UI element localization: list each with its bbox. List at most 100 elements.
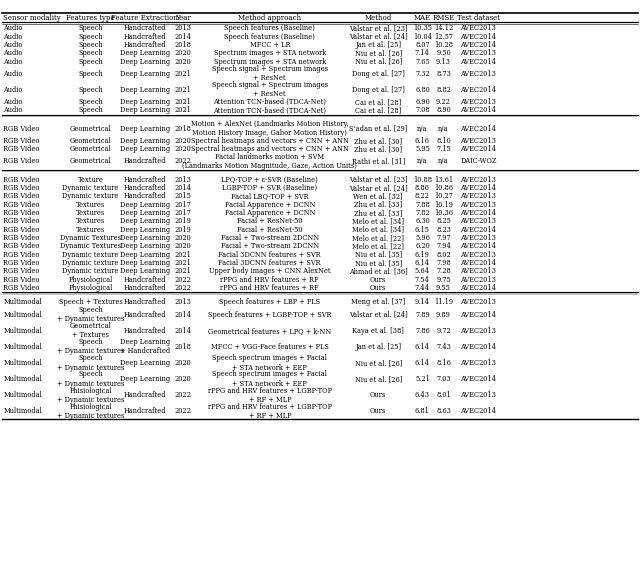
Text: Speech: Speech [78, 49, 103, 58]
Text: 6.81: 6.81 [415, 407, 430, 415]
Text: Facial Apparence + DCNN: Facial Apparence + DCNN [225, 201, 315, 209]
Text: rPPG and HRV features + LGBP-TOP
+ RF + MLP: rPPG and HRV features + LGBP-TOP + RF + … [208, 402, 332, 420]
Text: rPPG and HRV features + RF: rPPG and HRV features + RF [220, 284, 319, 292]
Text: Deep Learning: Deep Learning [120, 251, 170, 259]
Text: 10.27: 10.27 [434, 193, 453, 201]
Text: Multimodal: Multimodal [3, 375, 42, 383]
Text: Geometrical: Geometrical [70, 137, 111, 145]
Text: Speech + Textures: Speech + Textures [59, 298, 122, 306]
Text: 2014: 2014 [175, 33, 191, 41]
Text: AVEC2013: AVEC2013 [460, 234, 497, 242]
Text: 8.63: 8.63 [436, 407, 451, 415]
Text: 8.16: 8.16 [436, 359, 451, 367]
Text: AVEC2013: AVEC2013 [460, 193, 497, 201]
Text: AVEC2013: AVEC2013 [460, 70, 497, 78]
Text: Speech
+ Dynamic textures: Speech + Dynamic textures [57, 370, 124, 388]
Text: Geometrical: Geometrical [70, 125, 111, 133]
Text: Speech
+ Dynamic textures: Speech + Dynamic textures [57, 354, 124, 371]
Text: Cai et al. [28]: Cai et al. [28] [355, 106, 401, 114]
Text: Niu et al. [26]: Niu et al. [26] [355, 58, 402, 66]
Text: Handcrafted: Handcrafted [124, 176, 166, 184]
Text: AVEC2014: AVEC2014 [460, 375, 497, 383]
Text: 2014: 2014 [175, 310, 191, 319]
Text: AVEC2014: AVEC2014 [460, 125, 497, 133]
Text: RGB Video: RGB Video [3, 201, 40, 209]
Text: Dynamic texture: Dynamic texture [62, 259, 119, 267]
Text: Melo et al. [34]: Melo et al. [34] [352, 226, 404, 234]
Text: Textures: Textures [76, 201, 105, 209]
Text: DAIC-WOZ: DAIC-WOZ [460, 158, 497, 166]
Text: 8.90: 8.90 [436, 106, 451, 114]
Text: 2013: 2013 [175, 24, 191, 32]
Text: 7.88: 7.88 [415, 201, 430, 209]
Text: RGB Video: RGB Video [3, 284, 40, 292]
Text: 7.03: 7.03 [436, 375, 451, 383]
Text: RGB Video: RGB Video [3, 267, 40, 275]
Text: Method approach: Method approach [238, 14, 301, 21]
Text: RGB Video: RGB Video [3, 226, 40, 234]
Text: rPPG and HRV features + RF: rPPG and HRV features + RF [220, 276, 319, 284]
Text: 2020: 2020 [175, 243, 191, 251]
Text: Jan et al. [25]: Jan et al. [25] [355, 41, 401, 49]
Text: Niu et al. [26]: Niu et al. [26] [355, 375, 402, 383]
Text: 8.01: 8.01 [436, 391, 451, 399]
Text: n/a: n/a [417, 158, 428, 166]
Text: n/a: n/a [417, 125, 428, 133]
Text: Dynamic texture: Dynamic texture [62, 184, 119, 192]
Text: Audio: Audio [3, 24, 22, 32]
Text: Speech spectrum images + Facial
+ STA network + EEP: Speech spectrum images + Facial + STA ne… [212, 370, 327, 388]
Text: Wen et al. [32]: Wen et al. [32] [353, 193, 403, 201]
Text: 10.04: 10.04 [413, 33, 432, 41]
Text: Valstar et al. [24]: Valstar et al. [24] [349, 33, 408, 41]
Text: Speech features (Baseline): Speech features (Baseline) [225, 33, 315, 41]
Text: Multimodal: Multimodal [3, 327, 42, 335]
Text: 8.23: 8.23 [436, 226, 451, 234]
Text: 9.22: 9.22 [436, 98, 451, 106]
Text: Textures: Textures [76, 217, 105, 225]
Text: Zhu et al. [30]: Zhu et al. [30] [354, 137, 403, 145]
Text: RGB Video: RGB Video [3, 276, 40, 284]
Text: Zhu et al. [33]: Zhu et al. [33] [354, 201, 403, 209]
Text: Niu et al. [35]: Niu et al. [35] [355, 251, 402, 259]
Text: 2013: 2013 [175, 176, 191, 184]
Text: n/a: n/a [438, 125, 449, 133]
Text: Valstar et al. [23]: Valstar et al. [23] [349, 176, 408, 184]
Text: AVEC2014: AVEC2014 [460, 33, 497, 41]
Text: 7.82: 7.82 [415, 209, 430, 217]
Text: 2020: 2020 [175, 145, 191, 154]
Text: Deep Learning
+ Handcrafted: Deep Learning + Handcrafted [120, 338, 170, 355]
Text: 2018: 2018 [175, 343, 191, 351]
Text: 10.88: 10.88 [413, 176, 432, 184]
Text: 2022: 2022 [175, 407, 191, 415]
Text: RGB Video: RGB Video [3, 259, 40, 267]
Text: 5.96: 5.96 [415, 234, 430, 242]
Text: 2021: 2021 [175, 106, 191, 114]
Text: Year: Year [175, 14, 191, 21]
Text: Dong et al. [27]: Dong et al. [27] [352, 70, 404, 78]
Text: 14.12: 14.12 [434, 24, 453, 32]
Text: AVEC2014: AVEC2014 [460, 41, 497, 49]
Text: Multimodal: Multimodal [3, 359, 42, 367]
Text: Textures: Textures [76, 226, 105, 234]
Text: Attention TCN-based (TDCA-Net): Attention TCN-based (TDCA-Net) [213, 98, 326, 106]
Text: Handcrafted: Handcrafted [124, 327, 166, 335]
Text: 9.55: 9.55 [436, 284, 451, 292]
Text: 2022: 2022 [175, 158, 191, 166]
Text: Ours: Ours [370, 391, 387, 399]
Text: Physiological: Physiological [68, 284, 113, 292]
Text: Multimodal: Multimodal [3, 391, 42, 399]
Text: Ours: Ours [370, 407, 387, 415]
Text: Facial + ResNet-50: Facial + ResNet-50 [237, 217, 303, 225]
Text: 10.86: 10.86 [434, 184, 453, 192]
Text: 13.61: 13.61 [434, 176, 453, 184]
Text: Dong et al. [27]: Dong et al. [27] [352, 86, 404, 94]
Text: Deep Learning: Deep Learning [120, 375, 170, 383]
Text: Deep Learning: Deep Learning [120, 267, 170, 275]
Text: Physiological: Physiological [68, 276, 113, 284]
Text: Audio: Audio [3, 33, 22, 41]
Text: 2022: 2022 [175, 284, 191, 292]
Text: Audio: Audio [3, 41, 22, 49]
Text: Audio: Audio [3, 70, 22, 78]
Text: Handcrafted: Handcrafted [124, 407, 166, 415]
Text: AVEC2014: AVEC2014 [460, 259, 497, 267]
